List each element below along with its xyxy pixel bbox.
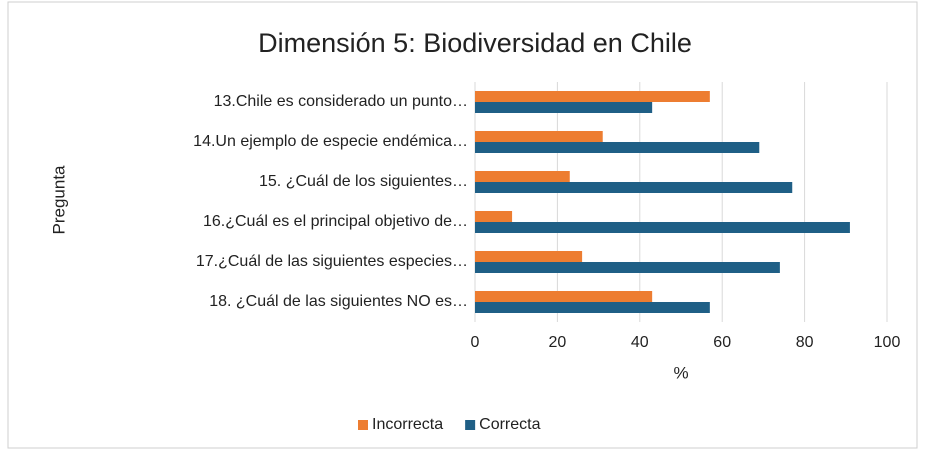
- bar: [475, 102, 653, 113]
- bar: [475, 91, 710, 102]
- x-tick-label: 40: [631, 334, 649, 351]
- bar: [475, 222, 850, 233]
- y-tick-label: 15. ¿Cuál de los siguientes…: [259, 173, 468, 190]
- y-tick-label: 18. ¿Cuál de las siguientes NO es…: [209, 293, 468, 310]
- bar: [475, 142, 760, 153]
- legend-swatch: [465, 420, 476, 430]
- bar: [475, 302, 710, 313]
- y-tick-label: 13.Chile es considerado un punto…: [214, 93, 468, 110]
- bar: [475, 262, 780, 273]
- legend-label: Correcta: [479, 416, 540, 433]
- x-tick-label: 20: [549, 334, 567, 351]
- y-tick-label: 14.Un ejemplo de especie endémica…: [193, 133, 468, 150]
- y-axis-label: Pregunta: [49, 165, 68, 235]
- bar: [475, 182, 793, 193]
- x-tick-label: 0: [471, 334, 480, 351]
- bar: [475, 291, 653, 302]
- x-tick-label: 60: [713, 334, 731, 351]
- bar: [475, 251, 583, 262]
- legend-label: Incorrecta: [372, 416, 443, 433]
- legend-swatch: [358, 420, 368, 430]
- bar: [475, 171, 570, 182]
- chart-title: Dimensión 5: Biodiversidad en Chile: [258, 28, 692, 58]
- bar: [475, 211, 513, 222]
- x-axis-label: %: [673, 363, 688, 382]
- y-tick-label: 17.¿Cuál de las siguientes especies…: [196, 253, 468, 270]
- bar: [475, 131, 603, 142]
- y-tick-label: 16.¿Cuál es el principal objetivo de…: [203, 213, 468, 230]
- x-tick-label: 80: [796, 334, 814, 351]
- x-tick-label: 100: [874, 334, 901, 351]
